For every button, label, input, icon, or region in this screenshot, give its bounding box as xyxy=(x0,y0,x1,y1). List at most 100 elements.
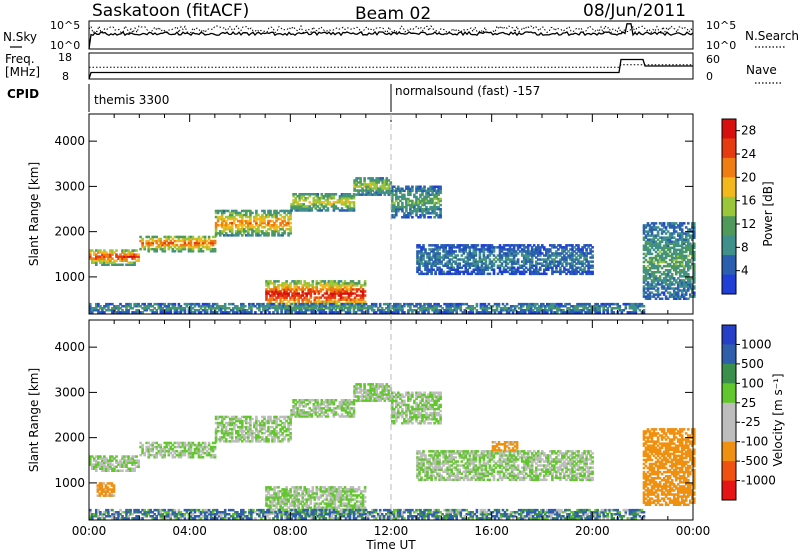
echo-cell xyxy=(121,470,124,473)
echo-cell xyxy=(285,280,288,283)
echo-cell xyxy=(263,210,266,213)
echo-cell xyxy=(327,207,330,210)
echo-cell xyxy=(290,303,293,306)
echo-cell xyxy=(458,262,461,265)
echo-cell xyxy=(411,186,414,189)
echo-cell xyxy=(202,250,205,253)
echo-cell xyxy=(364,294,367,297)
echo-cell xyxy=(403,194,406,197)
freq-label-line1: Freq. xyxy=(5,52,35,66)
echo-cell xyxy=(439,204,442,207)
station-title: Saskatoon (fitACF) xyxy=(92,1,249,21)
cpid-segment-2: normalsound (fast) -157 xyxy=(395,84,540,98)
echo-cell xyxy=(390,181,393,184)
date-title: 08/Jun/2011 xyxy=(583,1,686,21)
echo-cell xyxy=(577,244,580,247)
nsearch-tick-top: 10^5 xyxy=(706,19,736,32)
y-tick-label: 3000 xyxy=(54,179,85,193)
echo-cell xyxy=(363,177,366,180)
power-ylabel: Slant Range [km] xyxy=(27,162,41,266)
colorbar-segment xyxy=(722,216,736,236)
echo-cell xyxy=(411,216,414,219)
echo-cell xyxy=(202,456,205,459)
colorbar-tick-label: 16 xyxy=(741,194,756,208)
colorbar-tick-label: 8 xyxy=(741,240,749,254)
cpid-segment-1: themis 3300 xyxy=(94,93,169,107)
echo-cell xyxy=(456,254,459,256)
echo-cell xyxy=(214,240,217,243)
echo-cell xyxy=(591,254,594,256)
echo-cell xyxy=(657,287,660,290)
echo-cell xyxy=(671,273,674,276)
echo-cell xyxy=(312,280,315,283)
nsky-tick-top: 10^5 xyxy=(50,19,80,32)
echo-cell xyxy=(353,193,356,196)
echo-cell xyxy=(687,222,690,225)
echo-cell xyxy=(269,210,272,213)
echo-cell xyxy=(224,303,227,306)
echo-cell xyxy=(493,269,496,272)
echo-cell xyxy=(591,246,594,249)
echo-cell xyxy=(655,222,658,225)
nsearch-tick-bottom: 10^0 xyxy=(706,39,736,52)
echo-cell xyxy=(289,226,292,229)
echo-cell xyxy=(591,265,594,268)
echo-cell xyxy=(135,455,138,458)
colorbar-segment xyxy=(722,275,736,295)
echo-cell xyxy=(129,303,132,306)
nsky-trace xyxy=(89,24,693,49)
echo-cell xyxy=(208,236,211,239)
colorbar-tick-label: 20 xyxy=(741,170,756,184)
echo-cell xyxy=(591,250,594,253)
echo-cell xyxy=(277,280,280,283)
echo-cell xyxy=(517,258,520,261)
echo-cell xyxy=(255,210,258,213)
echo-cell xyxy=(364,280,367,283)
echo-cell xyxy=(115,249,118,252)
echo-cell xyxy=(359,177,362,180)
nave-tick-bottom: 0 xyxy=(706,70,713,83)
echo-cell xyxy=(429,216,432,219)
echo-cell xyxy=(681,228,684,231)
echo-cell xyxy=(591,260,594,263)
nsky-label: N.Sky xyxy=(3,30,37,44)
y-tick-label: 4000 xyxy=(54,134,85,148)
cpid-panel: CPID themis 3300 normalsound (fast) -157 xyxy=(7,84,540,112)
echo-cell xyxy=(121,264,124,267)
echo-cell xyxy=(422,244,425,247)
echo-cell xyxy=(613,311,616,314)
colorbar-segment xyxy=(722,255,736,275)
echo-cell xyxy=(174,303,177,306)
freq-panel: Freq. [MHz] 18 8 60 0 Nave xyxy=(5,51,781,83)
echo-cell xyxy=(363,311,366,314)
echo-cell xyxy=(403,311,406,314)
echo-cell xyxy=(335,193,338,196)
echo-cell xyxy=(438,252,441,255)
echo-cell xyxy=(204,442,207,445)
nsearch-trace xyxy=(89,26,693,33)
colorbar-tick-label: 12 xyxy=(741,217,756,231)
echo-cell xyxy=(214,454,217,457)
freq-tick-bottom: 8 xyxy=(62,70,69,83)
freq-tick-top: 18 xyxy=(58,51,72,64)
echo-cell xyxy=(244,305,247,308)
echo-cell xyxy=(364,290,367,293)
nsearch-label: N.Search xyxy=(745,29,799,43)
colorbar-tick-label: 4 xyxy=(741,264,749,278)
echo-cell xyxy=(208,442,211,445)
echo-cell xyxy=(204,236,207,239)
echo-cell xyxy=(255,416,258,419)
echo-cell xyxy=(325,311,328,314)
echo-cell xyxy=(135,249,138,252)
echo-cell xyxy=(423,186,426,189)
echo-cell xyxy=(489,273,492,276)
y-tick-label: 2000 xyxy=(54,225,85,239)
echo-cell xyxy=(439,208,442,211)
echo-cell xyxy=(375,303,378,306)
echo-cell xyxy=(498,303,501,306)
echo-cell xyxy=(358,280,361,283)
